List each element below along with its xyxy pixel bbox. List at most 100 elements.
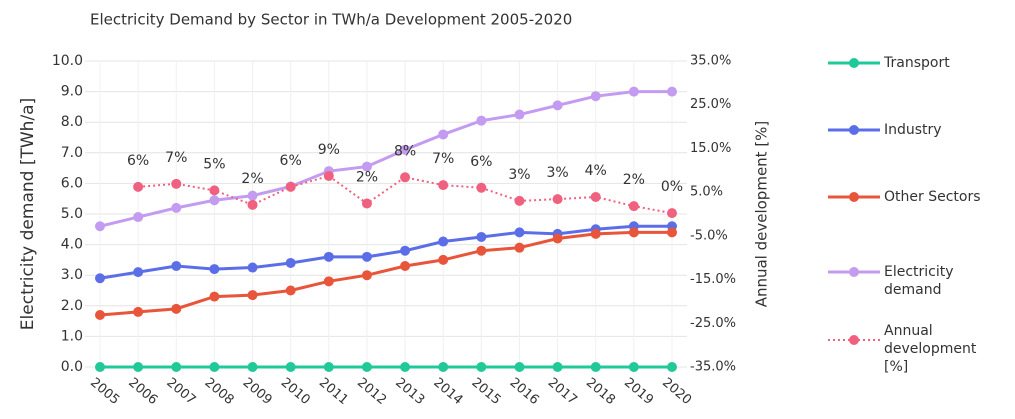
- data-point: [133, 267, 144, 278]
- x-tick-label: 2018: [583, 375, 618, 408]
- series-line: [138, 174, 673, 215]
- legend-marker: [849, 335, 859, 345]
- data-label: 4%: [585, 163, 607, 179]
- data-point: [476, 362, 487, 372]
- data-point: [361, 251, 372, 262]
- data-label: 8%: [394, 143, 416, 159]
- data-point: [171, 261, 182, 272]
- data-point: [361, 161, 372, 172]
- data-point: [438, 254, 449, 265]
- x-tick-label: 2012: [354, 375, 389, 408]
- data-point: [514, 242, 525, 253]
- data-point: [628, 362, 639, 372]
- x-tick-label: 2010: [278, 375, 313, 408]
- x-tick-label: 2019: [621, 375, 656, 408]
- data-point: [400, 362, 411, 372]
- data-point: [476, 182, 487, 193]
- data-point: [400, 261, 411, 272]
- y2-tick-label: -35.0%: [690, 360, 736, 375]
- series-line: [99, 90, 672, 228]
- y-tick-label: 4.0: [61, 237, 83, 253]
- y-axis-label: Electricity demand [TWh/a]: [18, 98, 38, 330]
- data-point: [247, 262, 258, 273]
- legend-marker: [849, 192, 859, 202]
- data-point: [209, 195, 220, 206]
- y2-tick-label: -5.0%: [690, 228, 728, 243]
- data-point: [514, 227, 525, 238]
- x-tick-label: 2009: [240, 375, 275, 408]
- x-tick-label: 2014: [430, 375, 465, 408]
- data-point: [247, 190, 258, 201]
- x-tick-label: 2015: [469, 375, 504, 408]
- data-point: [361, 270, 372, 281]
- y2-tick-label: -25.0%: [690, 316, 736, 331]
- data-point: [133, 362, 144, 372]
- chart-title: Electricity Demand by Sector in TWh/a De…: [90, 11, 572, 29]
- data-point: [209, 185, 220, 196]
- data-point: [590, 91, 601, 102]
- data-point: [361, 362, 372, 372]
- x-tick-label: 2005: [87, 375, 122, 408]
- y-tick-label: 7.0: [61, 145, 83, 161]
- data-point: [323, 251, 334, 262]
- x-tick-label: 2008: [202, 375, 237, 408]
- y2-tick-label: 15.0%: [690, 141, 731, 156]
- x-tick-label: 2007: [163, 375, 198, 408]
- data-point: [285, 285, 296, 296]
- data-point: [209, 362, 220, 372]
- data-label: 7%: [432, 151, 454, 167]
- data-point: [323, 362, 334, 372]
- y2-tick-label: -15.0%: [690, 272, 736, 287]
- x-tick-label: 2011: [316, 375, 351, 408]
- y-tick-label: 0.0: [61, 359, 83, 375]
- y2-axis-label: Annual development [%]: [753, 121, 771, 308]
- data-point: [133, 306, 144, 317]
- data-point: [667, 86, 677, 97]
- y2-tick-label: 35.0%: [690, 54, 731, 69]
- data-point: [95, 273, 105, 284]
- data-point: [552, 233, 563, 244]
- y-tick-label: 3.0: [61, 267, 83, 283]
- series-line: [99, 230, 672, 317]
- data-point: [95, 309, 105, 320]
- y2-tick-label: 5.0%: [690, 185, 723, 200]
- data-point: [552, 362, 563, 372]
- data-label: 7%: [165, 150, 187, 166]
- y-tick-label: 1.0: [61, 328, 83, 344]
- x-tick-label: 2006: [125, 375, 160, 408]
- data-point: [247, 362, 258, 372]
- data-point: [400, 245, 411, 256]
- data-point: [171, 303, 182, 314]
- data-label: 3%: [508, 167, 530, 183]
- legend-marker: [849, 125, 859, 135]
- data-point: [476, 245, 487, 256]
- data-point: [438, 236, 449, 247]
- data-label: 0%: [661, 179, 683, 195]
- data-point: [590, 362, 601, 372]
- legend-label: Other Sectors: [884, 189, 981, 205]
- data-point: [323, 276, 334, 287]
- data-point: [209, 291, 220, 302]
- data-label: 9%: [318, 142, 340, 158]
- data-point: [438, 362, 449, 372]
- data-point: [400, 144, 411, 155]
- data-point: [247, 199, 258, 210]
- x-tick-label: 2020: [659, 375, 694, 408]
- data-point: [590, 191, 601, 202]
- data-point: [667, 208, 677, 219]
- legend-label: Annual development [%]: [884, 323, 977, 375]
- data-point: [667, 362, 677, 372]
- data-label: 2%: [623, 172, 645, 188]
- data-label: 2%: [356, 170, 378, 186]
- data-point: [361, 198, 372, 209]
- data-point: [285, 362, 296, 372]
- x-tick-label: 2013: [392, 375, 427, 408]
- data-point: [400, 172, 411, 183]
- data-point: [323, 170, 334, 181]
- y-tick-label: 8.0: [61, 114, 83, 130]
- data-point: [552, 100, 563, 111]
- data-point: [514, 109, 525, 120]
- data-point: [95, 362, 105, 372]
